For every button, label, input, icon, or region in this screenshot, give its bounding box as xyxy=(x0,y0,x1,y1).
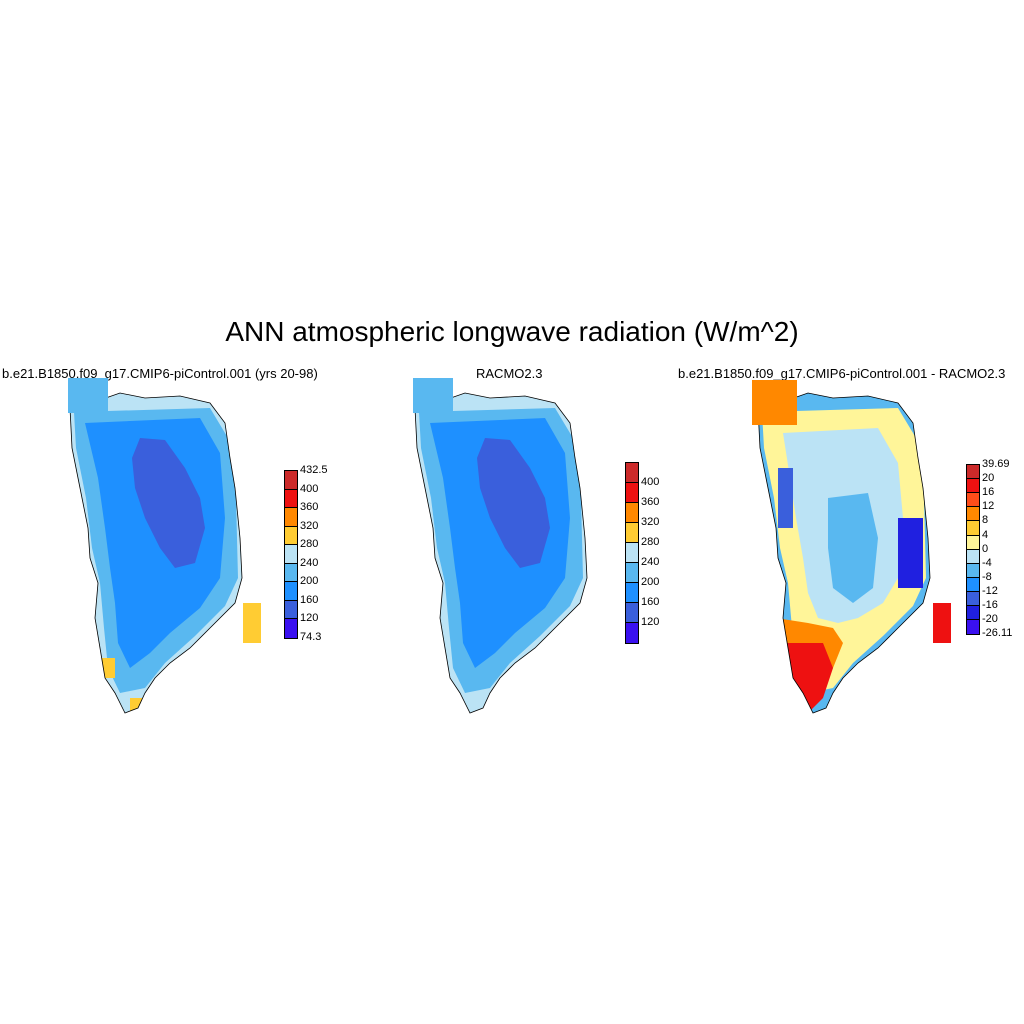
colorbar-label: 4 xyxy=(982,528,989,541)
colorbar-label: 240 xyxy=(300,556,319,569)
colorbar-label: -16 xyxy=(982,599,998,611)
coastline xyxy=(414,392,588,714)
colorbar-label: -20 xyxy=(982,613,998,626)
colorbar-label: 400 xyxy=(300,482,319,495)
colorbar-segment xyxy=(625,542,639,563)
colorbar-segment xyxy=(284,618,298,639)
colorbar-segment xyxy=(966,492,980,508)
colorbar-segment xyxy=(966,576,980,592)
diff-field xyxy=(758,393,930,713)
colorbar-segment xyxy=(625,582,639,603)
colorbar-label: 432.5 xyxy=(300,464,328,476)
colorbar-segment xyxy=(284,507,298,527)
colorbar-segment xyxy=(625,602,639,623)
colorbar-label: 0 xyxy=(982,542,989,555)
colorbar-segment xyxy=(284,488,298,508)
colorbar-segment xyxy=(284,544,298,564)
coastline xyxy=(69,392,243,714)
colorbar-label: 320 xyxy=(300,519,319,532)
colorbar-segment xyxy=(966,605,980,621)
colorbar-segment xyxy=(625,482,639,503)
panel-title-model: b.e21.B1850.f09_g17.CMIP6-piControl.001 … xyxy=(2,366,318,381)
colorbar-segment xyxy=(625,562,639,583)
panel-title-diff: b.e21.B1850.f09_g17.CMIP6-piControl.001 … xyxy=(678,366,1006,381)
colorbar-label: 360 xyxy=(641,496,660,508)
colorbar-label: 160 xyxy=(641,596,660,608)
colorbar-segment xyxy=(966,478,980,494)
colorbar-segment xyxy=(966,619,980,636)
colorbar-segment xyxy=(284,525,298,545)
colorbar-label: 320 xyxy=(641,516,660,528)
colorbar-label: 120 xyxy=(300,612,319,624)
obs-field xyxy=(415,393,587,713)
colorbar-label: 240 xyxy=(641,556,660,568)
colorbar-label: 16 xyxy=(982,486,995,499)
colorbar-segment xyxy=(284,562,298,582)
colorbar-segment xyxy=(625,502,639,523)
map-model xyxy=(68,378,261,714)
colorbar-label: -8 xyxy=(982,570,992,583)
colorbar-label: -12 xyxy=(982,584,998,597)
colorbar-label: 160 xyxy=(300,593,319,606)
colorbar-label: 200 xyxy=(641,576,660,588)
colorbar-segment xyxy=(966,562,980,578)
colorbar-label: 280 xyxy=(300,538,319,550)
colorbar-segment xyxy=(284,599,298,619)
coastline xyxy=(757,392,931,714)
colorbar-segment xyxy=(966,520,980,536)
colorbar-label: 400 xyxy=(641,476,660,488)
colorbar-segment xyxy=(966,464,980,480)
colorbar-label: -26.11 xyxy=(982,627,1013,640)
panel-title-obs: RACMO2.3 xyxy=(476,366,543,381)
figure-title: ANN atmospheric longwave radiation (W/m^… xyxy=(225,316,799,347)
colorbar-label: 39.69 xyxy=(982,458,1010,470)
map-obs xyxy=(413,378,588,714)
colorbar-segment xyxy=(625,462,639,483)
colorbar-label: 200 xyxy=(300,575,319,587)
colorbar-segment xyxy=(284,581,298,601)
colorbar-label: 74.3 xyxy=(300,630,322,643)
colorbar-segment xyxy=(966,506,980,522)
colorbar-segment xyxy=(625,622,639,644)
colorbar-label: 12 xyxy=(982,500,995,513)
colorbar-segment xyxy=(284,470,298,490)
colorbar-label: 20 xyxy=(982,472,995,485)
colorbar-label: 280 xyxy=(641,536,660,548)
colorbar-label: 360 xyxy=(300,501,319,513)
map-diff xyxy=(752,380,951,714)
model-field xyxy=(70,393,242,713)
colorbar-segment xyxy=(966,534,980,550)
colorbar-label: 8 xyxy=(982,514,989,527)
colorbar-label: -4 xyxy=(982,556,992,569)
colorbar-label: 120 xyxy=(641,616,660,628)
colorbar-segment xyxy=(966,590,980,606)
colorbar-segment xyxy=(625,522,639,543)
colorbar-segment xyxy=(966,548,980,564)
